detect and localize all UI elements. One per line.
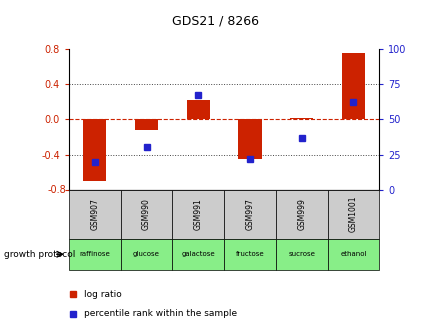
Text: glucose: glucose — [133, 251, 160, 257]
Text: fructose: fructose — [235, 251, 264, 257]
Bar — [238, 119, 261, 159]
Text: growth protocol: growth protocol — [4, 250, 76, 259]
Text: sucrose: sucrose — [288, 251, 314, 257]
Text: GDS21 / 8266: GDS21 / 8266 — [172, 15, 258, 28]
Bar — [341, 53, 364, 119]
Text: percentile rank within the sample: percentile rank within the sample — [84, 309, 236, 318]
Text: GSM990: GSM990 — [142, 198, 150, 230]
Text: GSM999: GSM999 — [297, 198, 305, 230]
Text: ethanol: ethanol — [339, 251, 366, 257]
Text: log ratio: log ratio — [84, 290, 122, 299]
Text: raffinose: raffinose — [79, 251, 110, 257]
Text: -0.8: -0.8 — [47, 185, 66, 195]
Text: GSM1001: GSM1001 — [348, 196, 357, 232]
Text: galactose: galactose — [181, 251, 215, 257]
Bar — [289, 118, 313, 119]
Text: GSM907: GSM907 — [90, 198, 99, 230]
Bar — [135, 119, 158, 130]
Bar — [186, 100, 209, 119]
Text: GSM991: GSM991 — [194, 198, 202, 230]
Text: GSM997: GSM997 — [245, 198, 254, 230]
Bar — [83, 119, 106, 181]
